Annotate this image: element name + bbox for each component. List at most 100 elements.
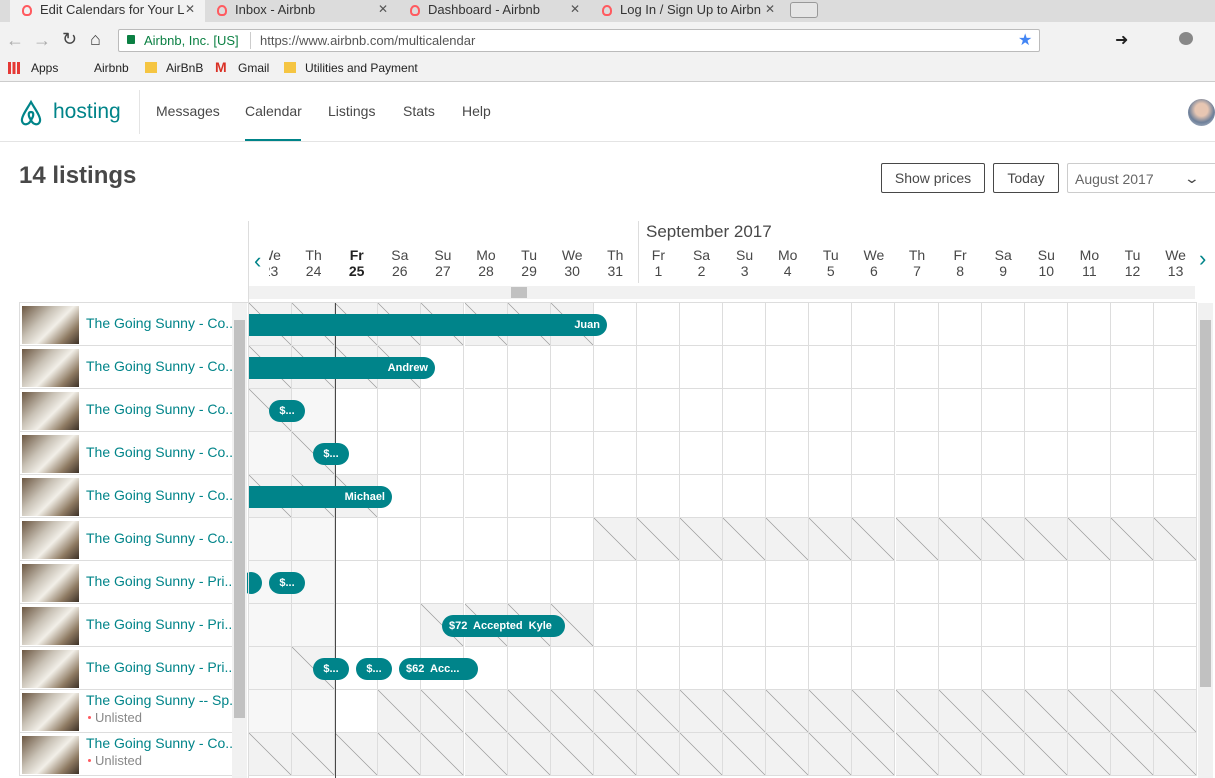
calendar-cell: [852, 518, 896, 561]
booking-bar[interactable]: $...: [269, 400, 305, 422]
calendar-cell: [1111, 518, 1155, 561]
booking-bar[interactable]: $...: [313, 658, 349, 680]
day-of-week: Su: [434, 247, 452, 263]
booking-bar[interactable]: $...: [269, 572, 305, 594]
calendar-cell: [550, 389, 594, 432]
browser-tab[interactable]: Inbox - Airbnb: [205, 0, 398, 22]
booking-bar[interactable]: Michael: [249, 486, 392, 508]
calendar-cell: [1024, 561, 1068, 604]
next-arrow[interactable]: ›: [1199, 246, 1207, 271]
calendar-cell: [421, 733, 465, 776]
listing-row: [19, 733, 232, 776]
address-bar[interactable]: [118, 29, 1040, 52]
calendar-cell: [636, 561, 680, 604]
listing-row: [19, 647, 232, 690]
browser-tab[interactable]: Edit Calendars for Your L: [10, 0, 205, 22]
booking-bar[interactable]: $...: [356, 658, 392, 680]
day-of-week: Fr: [953, 247, 967, 263]
listing-name[interactable]: The Going Sunny - Pri...: [86, 616, 237, 632]
avatar[interactable]: [1188, 99, 1215, 126]
calendar-cell: [895, 303, 939, 346]
browser-tab[interactable]: Dashboard - Airbnb: [398, 0, 590, 22]
day-of-week: Th: [607, 247, 624, 263]
bookmark[interactable]: Airbnb: [94, 61, 129, 75]
calendar-cell: [938, 389, 982, 432]
nav-item[interactable]: Help: [462, 103, 491, 119]
scrollbar-thumb[interactable]: [234, 320, 245, 718]
calendar-cell: [550, 475, 594, 518]
listing-name[interactable]: The Going Sunny - Co...: [86, 358, 237, 374]
calendar-cell: [1067, 303, 1111, 346]
scrollbar-thumb[interactable]: [1200, 320, 1211, 687]
horizontal-scrollbar[interactable]: [249, 286, 1195, 299]
button[interactable]: Show prices: [881, 163, 985, 193]
listing-name[interactable]: The Going Sunny - Co...: [86, 735, 237, 751]
calendar-cell: [292, 690, 336, 733]
day-of-week: Su: [1037, 247, 1055, 263]
listing-name[interactable]: The Going Sunny - Co...: [86, 444, 237, 460]
month-select[interactable]: [1067, 163, 1215, 193]
listing-name[interactable]: The Going Sunny - Pri...: [86, 573, 237, 589]
extension-icon[interactable]: [1179, 32, 1193, 45]
booking-bar[interactable]: $...: [313, 443, 349, 465]
day-of-week: Tu: [822, 247, 839, 263]
bookmark[interactable]: Apps: [31, 61, 59, 75]
nav-item[interactable]: Messages: [156, 103, 220, 119]
browser-tab[interactable]: Log In / Sign Up to Airbn: [590, 0, 785, 22]
nav-item[interactable]: Calendar: [245, 103, 302, 119]
nav-item[interactable]: Stats: [403, 103, 435, 119]
back-button[interactable]: ←: [6, 30, 24, 50]
day-date: 9: [999, 263, 1008, 279]
airbnb-logo[interactable]: [18, 99, 44, 127]
listing-name[interactable]: The Going Sunny - Co...: [86, 401, 237, 417]
bookmark[interactable]: Utilities and Payment: [305, 61, 418, 75]
calendar-cell: [1154, 389, 1198, 432]
listing-name[interactable]: The Going Sunny - Co...: [86, 315, 237, 331]
prev-arrow[interactable]: ‹: [254, 248, 262, 273]
day-of-week: Th: [908, 247, 926, 263]
calendar-left-border: [248, 221, 249, 778]
calendar-cell: [464, 518, 508, 561]
calendar-cell: [1111, 475, 1155, 518]
calendar-cell: [723, 647, 767, 690]
booking-bar[interactable]: Juan: [249, 314, 607, 336]
calendar-cell: [809, 303, 853, 346]
brand[interactable]: hosting: [53, 100, 121, 123]
day-of-week: Th: [305, 247, 322, 263]
calendar-cell: [723, 475, 767, 518]
listing-row: [19, 346, 232, 389]
scrollbar-thumb[interactable]: [511, 287, 527, 298]
calendar-cell: [550, 346, 594, 389]
new-tab[interactable]: [790, 2, 818, 18]
listing-name[interactable]: The Going Sunny -- Sp...: [86, 692, 241, 708]
booking-bar[interactable]: Andrew: [249, 357, 435, 379]
nav-item[interactable]: Listings: [328, 103, 376, 119]
calendar-cell: [550, 518, 594, 561]
booking-bar[interactable]: $62 Acc...: [399, 658, 478, 680]
calendar-cell: [464, 432, 508, 475]
home-button[interactable]: ⌂: [90, 29, 101, 49]
url[interactable]: https://www.airbnb.com/multicalendar: [260, 33, 476, 48]
listing-name[interactable]: The Going Sunny - Co...: [86, 487, 237, 503]
booking-bar[interactable]: $72 Accepted Kyle: [442, 615, 565, 637]
calendar-cell: [852, 389, 896, 432]
calendar-cell: [852, 647, 896, 690]
calendar-cell: [1111, 303, 1155, 346]
bookmark[interactable]: Gmail: [238, 61, 270, 75]
button[interactable]: Today: [993, 163, 1059, 193]
calendar-cell: [680, 690, 724, 733]
listing-name[interactable]: The Going Sunny - Pri...: [86, 659, 237, 675]
calendar-cell: [1154, 561, 1198, 604]
bookmark[interactable]: AirBnB: [166, 61, 204, 75]
gmail-icon: M: [215, 59, 227, 75]
star-icon[interactable]: ★: [1018, 32, 1033, 49]
calendar-cell: [1024, 475, 1068, 518]
forward-button[interactable]: →: [33, 30, 51, 50]
calendar-cell: [593, 561, 637, 604]
extension-icon[interactable]: ➜: [1115, 32, 1129, 49]
status-dot: [88, 759, 91, 762]
reload-button[interactable]: ↻: [62, 29, 78, 49]
listing-name[interactable]: The Going Sunny - Co...: [86, 530, 237, 546]
day-date: 6: [869, 263, 878, 279]
